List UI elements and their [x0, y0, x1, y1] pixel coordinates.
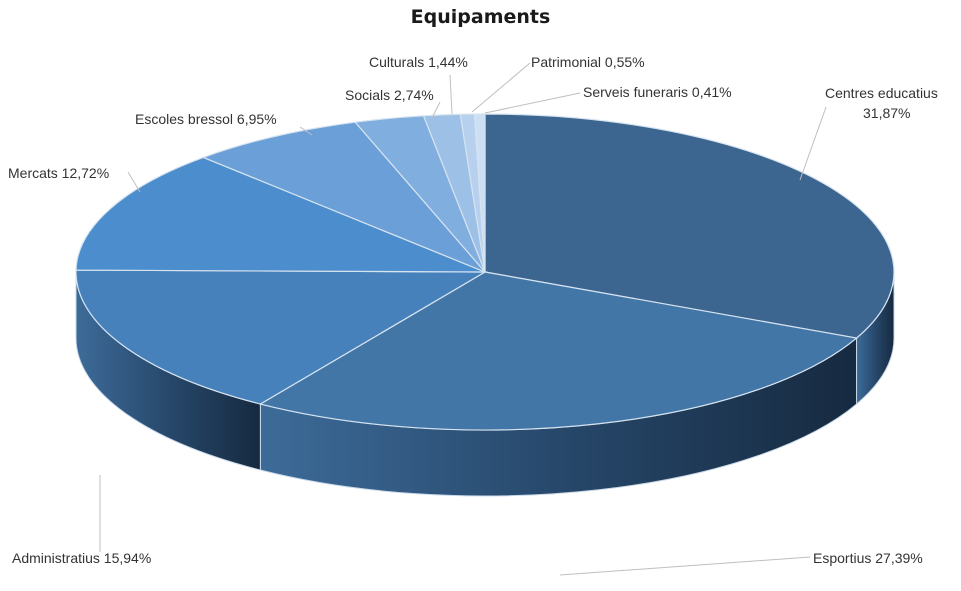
data-label-value-centres-educatius: 31,87% — [863, 105, 910, 121]
pie-slices — [75, 113, 895, 431]
data-label-esportius: Esportius 27,39% — [813, 550, 923, 566]
pie-slice-centres-educatius — [484, 113, 895, 339]
data-label-socials: Socials 2,74% — [345, 87, 434, 103]
data-label-centres-educatius: Centres educatius — [825, 85, 938, 101]
leader-line — [484, 92, 581, 114]
data-label-administratius: Administratius 15,94% — [12, 550, 151, 566]
leader-line — [299, 126, 313, 136]
data-label-patrimonial: Patrimonial 0,55% — [531, 54, 645, 70]
leader-line — [449, 74, 453, 115]
data-label-mercats: Mercats 12,72% — [8, 165, 109, 181]
leader-lines — [99, 62, 827, 576]
pie-slice-esportius — [258, 271, 858, 431]
leader-line — [559, 556, 811, 576]
leader-line — [431, 101, 441, 119]
data-label-serveis-funeraris: Serveis funeraris 0,41% — [583, 84, 732, 100]
leader-line — [799, 106, 827, 181]
leader-line — [127, 171, 141, 193]
data-labels: Centres educatius 31,87% Esportius 27,39% A… — [8, 54, 938, 566]
data-label-culturals: Culturals 1,44% — [369, 54, 468, 70]
pie-slice-administratius — [75, 269, 488, 405]
pie-slice-serveis-funeraris — [473, 113, 486, 273]
chart-title: Equipaments — [410, 6, 551, 28]
pie-slice-escoles-bressol — [201, 121, 486, 273]
pie-slice-mercats — [75, 156, 486, 273]
leader-line — [471, 62, 531, 113]
data-label-escoles-bressol: Escoles bressol 6,95% — [135, 111, 277, 127]
